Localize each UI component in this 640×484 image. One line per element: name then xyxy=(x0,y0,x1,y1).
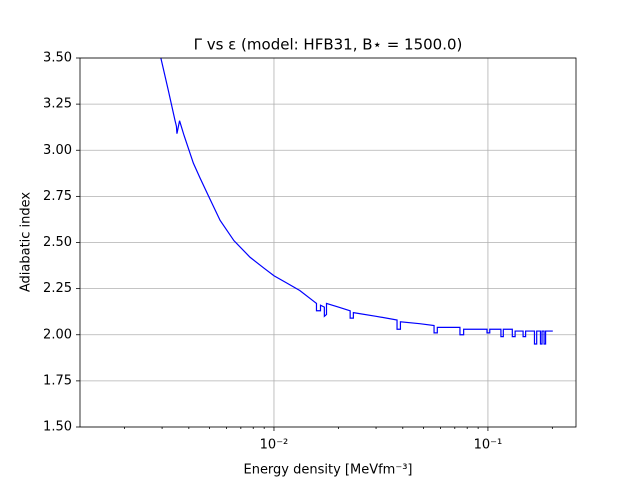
y-axis-label: Adiabatic index xyxy=(19,192,34,293)
y-tick-label: 2.50 xyxy=(43,235,72,250)
y-tick-label: 3.00 xyxy=(43,143,72,158)
y-tick-label: 1.50 xyxy=(43,420,72,435)
x-axis-label: Energy density [MeVfm⁻³] xyxy=(243,463,412,478)
y-tick-label: 3.50 xyxy=(43,51,72,66)
y-tick-label: 2.25 xyxy=(43,281,72,296)
chart-title: Γ vs ε (model: HFB31, B⋆ = 1500.0) xyxy=(194,36,463,54)
x-tick-label: 10⁻² xyxy=(260,438,289,453)
data-line xyxy=(160,58,553,345)
plot-frame xyxy=(79,57,577,428)
y-tick-label: 2.00 xyxy=(43,327,72,342)
y-tick-label: 1.75 xyxy=(43,373,72,388)
x-tick-label: 10⁻¹ xyxy=(474,438,503,453)
y-tick-label: 3.25 xyxy=(43,97,72,112)
y-tick-label: 2.75 xyxy=(43,189,72,204)
